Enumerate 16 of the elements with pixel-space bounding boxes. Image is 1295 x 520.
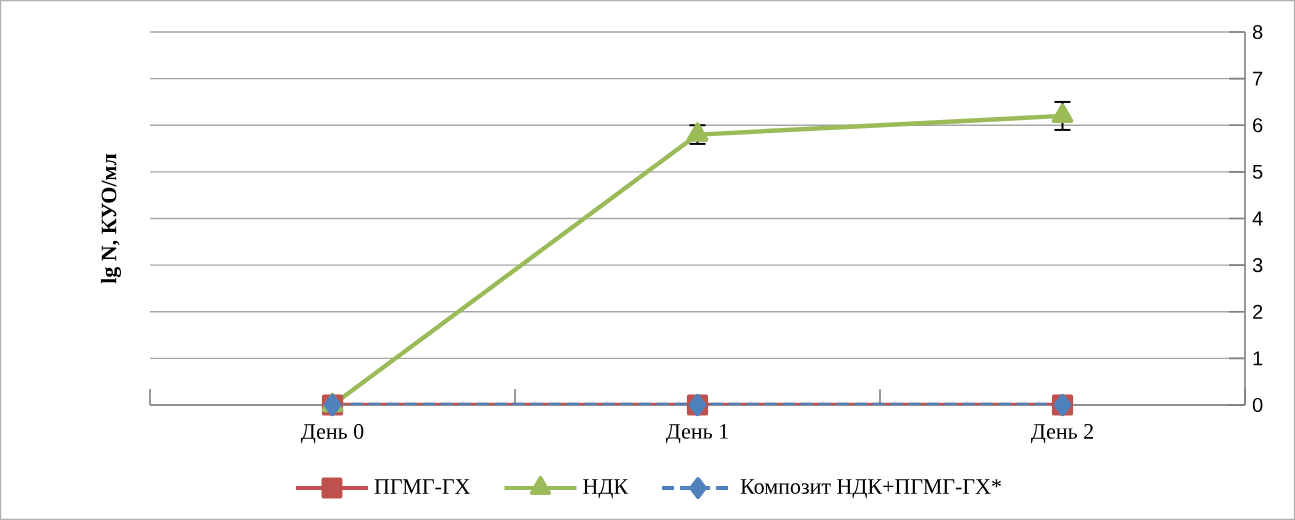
y-tick-label: 7 (1253, 71, 1263, 86)
y-tick-label: 4 (1252, 211, 1263, 226)
y-axis-title: lg N, КУО/мл (100, 153, 122, 284)
y-tick-label: 0 (1252, 397, 1263, 413)
y-tick-label: 3 (1252, 258, 1263, 273)
y-tick-label: 5 (1252, 164, 1263, 179)
x-tick-label: День 2 (1030, 424, 1093, 444)
y-tick-label: 8 (1252, 24, 1263, 40)
x-tick-label: День 1 (665, 424, 728, 444)
y-tick-label: 2 (1253, 304, 1263, 319)
legend-label: НДК (583, 479, 629, 499)
y-tick-label: 1 (1253, 351, 1263, 366)
y-tick-label: 6 (1253, 118, 1263, 133)
x-tick-label: День 0 (300, 424, 364, 444)
legend-label: ПГМГ-ГХ (374, 479, 471, 494)
legend-label: Композит НДК+ПГМГ-ГХ* (740, 479, 1001, 499)
